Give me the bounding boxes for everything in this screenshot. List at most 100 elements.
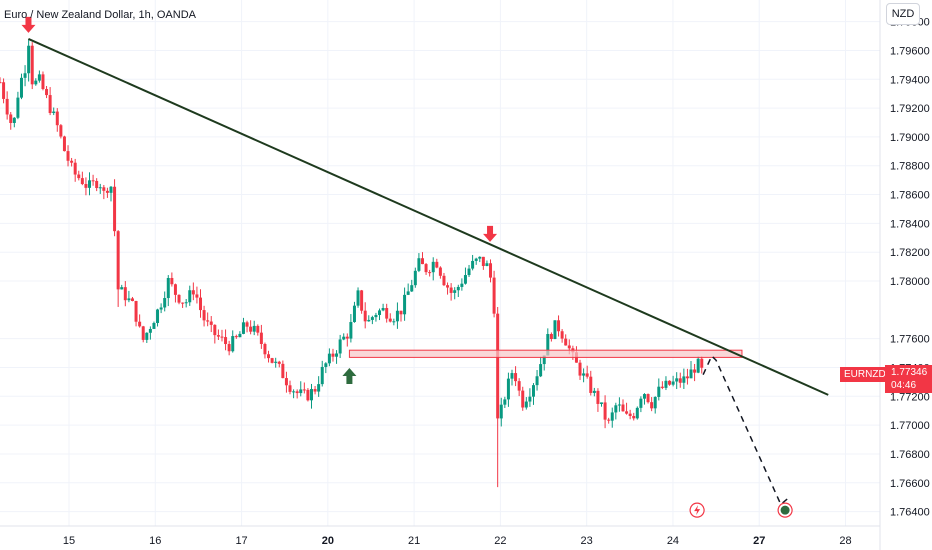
time-axis[interactable]: 15 16 17 20 21 22 23 24 27 28: [63, 535, 852, 547]
time-tick-label: 20: [322, 535, 334, 547]
last-price-tag: 1.77346 04:46: [885, 365, 932, 393]
candle-body: [474, 258, 478, 261]
candle-body: [446, 285, 450, 288]
candle-body: [363, 310, 367, 322]
candle-body: [442, 275, 446, 286]
price-axis[interactable]: 1.798001.796001.794001.792001.790001.788…: [890, 17, 930, 519]
candle-body: [281, 363, 285, 379]
candle-body: [506, 378, 510, 400]
candle-body: [625, 411, 629, 414]
candle-body: [206, 320, 210, 322]
candle-body: [632, 415, 636, 419]
time-tick-label: 17: [235, 535, 247, 547]
candle-body: [449, 287, 453, 293]
price-tick-label: 1.79600: [890, 45, 930, 57]
candle-body: [288, 385, 292, 392]
candle-body: [621, 404, 625, 412]
candle-body: [374, 314, 378, 318]
candle-body: [317, 384, 321, 392]
candle-body: [45, 89, 49, 96]
candle-body: [130, 298, 134, 301]
candle-body: [492, 277, 496, 314]
time-tick-label: 21: [408, 535, 420, 547]
candle-body: [589, 376, 593, 393]
candle-body: [80, 178, 84, 185]
candle-body: [617, 404, 621, 406]
candle-body: [564, 338, 568, 346]
candle-body: [503, 399, 507, 405]
time-tick-label: 28: [839, 535, 851, 547]
candle-body: [370, 317, 374, 320]
candle-body: [284, 378, 288, 386]
price-tick-label: 1.78800: [890, 161, 930, 173]
candle-body: [660, 386, 664, 388]
candle-body: [88, 180, 92, 188]
candle-body: [105, 190, 109, 193]
candle-body: [191, 290, 195, 295]
candle-body: [335, 353, 339, 357]
projection-path: [702, 354, 790, 506]
candle-body: [463, 275, 467, 284]
candle-body: [592, 390, 596, 393]
candle-body: [224, 337, 228, 345]
candle-body: [578, 362, 582, 376]
candle-body: [41, 74, 45, 90]
candle-body: [70, 160, 74, 163]
candle-body: [531, 385, 535, 397]
candle-body: [145, 332, 149, 340]
candles: [0, 38, 704, 488]
candle-body: [173, 284, 177, 295]
candle-body: [399, 310, 403, 315]
candle-body: [227, 344, 231, 352]
candle-body: [73, 162, 77, 175]
time-tick-label: 27: [753, 535, 765, 547]
candle-body: [395, 310, 399, 322]
candle-body: [560, 331, 564, 339]
candle-body: [496, 313, 500, 419]
candle-body: [202, 310, 206, 321]
candle-body: [456, 286, 460, 291]
candle-body: [209, 321, 213, 325]
candle-body: [478, 256, 482, 259]
candle-body: [342, 336, 346, 340]
candle-body: [510, 373, 514, 379]
candle-body: [678, 378, 682, 383]
candle-body: [485, 263, 489, 266]
candle-body: [424, 264, 428, 273]
candle-body: [489, 263, 493, 278]
overlays: [21, 16, 829, 518]
buy-arrow-icon: [342, 367, 357, 384]
candle-body: [270, 358, 274, 363]
candle-body: [309, 389, 313, 401]
candle-body: [385, 308, 389, 319]
candle-body: [406, 291, 410, 295]
price-tick-label: 1.79400: [890, 74, 930, 86]
trendline: [28, 37, 829, 396]
candle-body: [241, 322, 245, 334]
candle-body: [668, 380, 672, 385]
candle-body: [367, 319, 371, 322]
currency-button[interactable]: NZD: [886, 3, 920, 25]
price-tick-label: 1.78200: [890, 247, 930, 259]
candle-body: [277, 361, 281, 364]
candle-body: [675, 378, 679, 382]
candle-body: [2, 82, 6, 99]
candle-body: [77, 174, 81, 179]
price-tick-label: 1.76800: [890, 449, 930, 461]
candle-body: [524, 401, 528, 408]
candle-body: [84, 184, 88, 188]
candle-body: [299, 389, 303, 394]
candle-body: [123, 287, 127, 301]
candle-body: [213, 324, 217, 336]
target-icon-inner: [780, 505, 790, 515]
candle-body: [327, 353, 331, 364]
candle-body: [585, 373, 589, 377]
candle-body: [453, 290, 457, 293]
candle-body: [642, 394, 646, 399]
candle-body: [120, 287, 124, 290]
candle-body: [521, 390, 525, 408]
candle-body: [689, 369, 693, 379]
candle-body: [5, 98, 9, 115]
price-tick-label: 1.76400: [890, 507, 930, 519]
